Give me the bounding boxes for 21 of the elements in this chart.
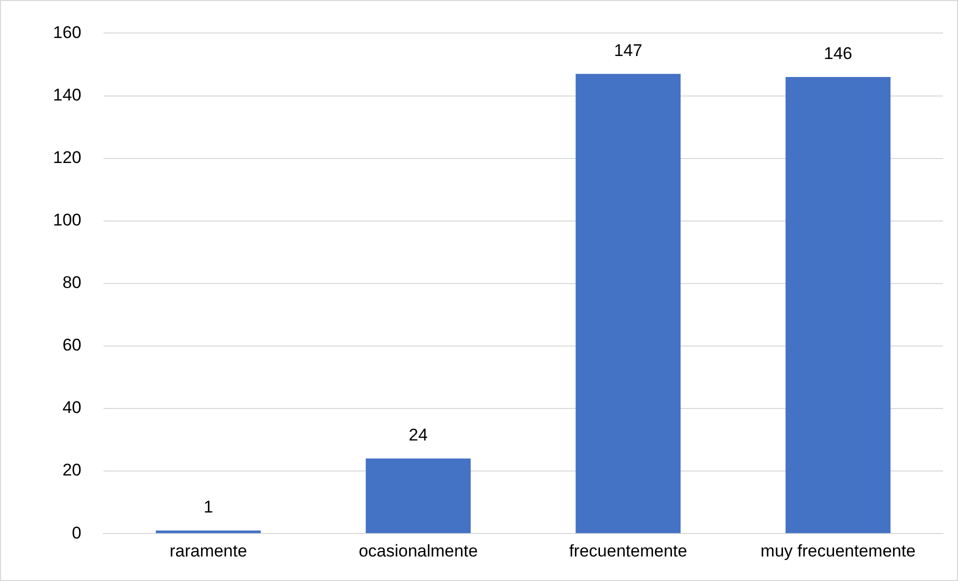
y-tick-label: 60 <box>62 336 82 355</box>
bar <box>786 76 891 534</box>
x-tick-label: raramente <box>170 541 248 560</box>
bar <box>156 530 261 534</box>
y-tick-label: 80 <box>62 273 82 292</box>
bar <box>576 74 681 534</box>
y-tick-label: 0 <box>72 523 82 542</box>
y-tick-label: 40 <box>62 398 82 418</box>
y-tick-label: 120 <box>52 148 82 167</box>
data-label: 24 <box>408 426 428 445</box>
y-tick-label: 160 <box>52 22 82 42</box>
x-tick-label: frecuentemente <box>569 541 688 560</box>
x-tick-label: ocasionalmente <box>358 541 478 560</box>
x-tick-label: muy frecuentemente <box>760 541 916 560</box>
data-label: 1 <box>204 498 214 517</box>
y-tick-label: 100 <box>52 210 82 230</box>
bar <box>366 458 471 534</box>
y-tick-label: 140 <box>52 85 82 104</box>
y-tick-label: 20 <box>62 460 82 480</box>
data-label: 146 <box>824 44 852 64</box>
data-label: 147 <box>614 41 642 60</box>
